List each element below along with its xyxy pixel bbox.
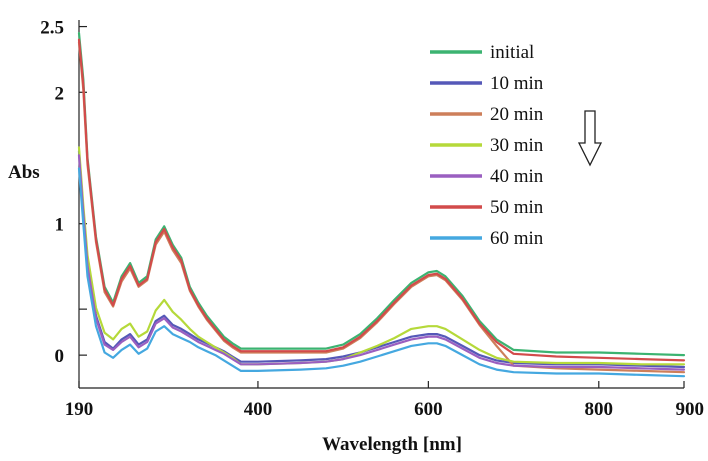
series-line-initial [77, 31, 686, 357]
legend-label: 30 min [490, 135, 544, 156]
down-arrow-icon [577, 110, 603, 167]
series-line-50-min [77, 38, 686, 362]
series-line-40-min [77, 154, 686, 371]
legend: initial 10 min 20 min 30 min 40 min 50 min 60 … [430, 42, 544, 249]
legend-label: 60 min [490, 228, 544, 249]
series-lines [77, 31, 686, 378]
x-tick-label: 190 [65, 399, 94, 420]
y-tick-label: 1 [55, 215, 65, 236]
y-axis-title: Abs [8, 162, 40, 183]
x-tick-label: 900 [676, 399, 705, 420]
y-tick-label: 2 [55, 83, 65, 104]
series-line-60-min [77, 167, 686, 378]
plot-area [78, 20, 684, 389]
y-tick-label: 2.5 [40, 18, 64, 39]
x-tick-label: 600 [414, 399, 443, 420]
legend-label: 40 min [490, 166, 544, 187]
x-tick-label: 800 [585, 399, 614, 420]
y-tick-label: 0 [55, 346, 65, 367]
x-tick-label: 400 [244, 399, 273, 420]
legend-label: 50 min [490, 197, 544, 218]
x-axis-title: Wavelength [nm] [322, 434, 462, 455]
series-line-10-min [77, 150, 686, 369]
legend-label: 10 min [490, 73, 544, 94]
legend-label: initial [490, 42, 534, 63]
legend-label: 20 min [490, 104, 544, 125]
x-axis-ticks: 190 400 600 800 900 [65, 381, 704, 420]
